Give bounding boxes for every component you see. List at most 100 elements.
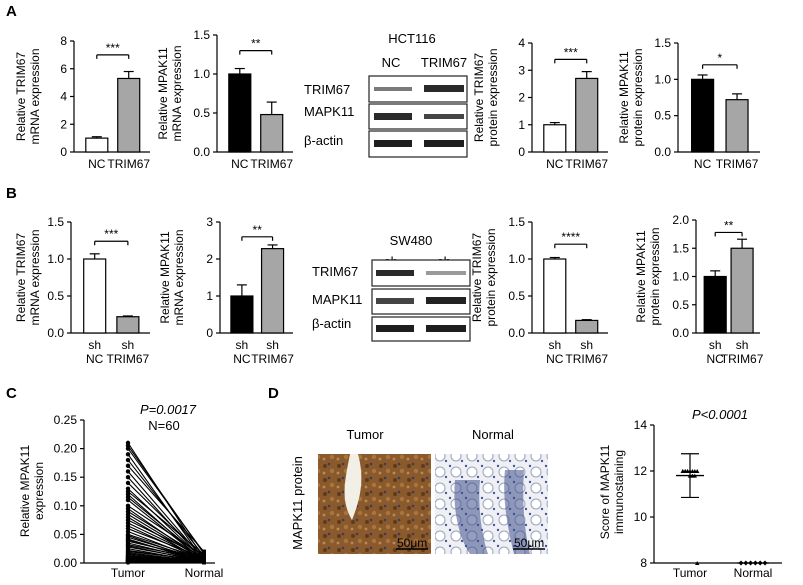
y-tick-label: 12: [634, 464, 648, 478]
bar: [730, 247, 754, 334]
data-point: [125, 560, 131, 565]
y-axis-label-line: Relative TRIM67: [14, 233, 28, 322]
blot-row-label: TRIM67: [312, 264, 358, 279]
data-point: [125, 475, 131, 480]
ihc-col-label: Normal: [472, 427, 514, 442]
data-point: [695, 561, 700, 565]
y-axis-label-line: expression: [32, 462, 46, 520]
x-tick-label: NC: [233, 352, 251, 366]
y-axis-label-line: Relative TRIM67: [470, 233, 484, 322]
y-axis-label-line: immunostaining: [612, 450, 626, 534]
y-axis-label: Relative TRIM67 protein expression: [470, 228, 498, 326]
significance-stars: ***: [104, 227, 118, 241]
y-axis-label-line: Relative MPAK11: [634, 230, 648, 323]
bar: [725, 99, 749, 153]
pair-line: [127, 540, 205, 559]
bar: [575, 77, 599, 153]
x-tick-label: sh: [580, 338, 593, 352]
data-point: [202, 550, 206, 555]
y-tick-label: 0.5: [672, 298, 689, 312]
significance-stars: **: [251, 37, 261, 51]
y-tick-label: 1: [206, 289, 213, 303]
bar: [83, 258, 107, 334]
panel-label-d: D: [268, 385, 279, 402]
y-axis-label-line: mRNA expression: [172, 229, 186, 325]
ihc-normal-image: [435, 454, 548, 554]
y-axis-label-line: Relative MPAK11: [156, 47, 170, 140]
y-axis-label: Relative TRIM67 mRNA expression: [14, 229, 42, 325]
y-axis-label-line: mRNA expression: [170, 45, 184, 141]
x-tick-label: TRIM67: [721, 352, 764, 366]
y-tick-label: 0.0: [672, 326, 689, 340]
data-point: [695, 469, 700, 473]
pair-line: [127, 465, 205, 552]
data-point: [125, 463, 131, 468]
blot-title: SW480: [390, 233, 433, 248]
y-tick-label: 0.5: [508, 289, 525, 303]
x-tick-label: NC: [86, 352, 104, 366]
y-axis-label-line: mRNA expression: [28, 229, 42, 325]
x-tick-label: TRIM67: [251, 352, 294, 366]
y-tick-label: 2.0: [672, 213, 689, 227]
ihc-normal-crypt: [454, 480, 488, 554]
pair-line: [127, 505, 205, 557]
x-tick-label: NC: [231, 157, 249, 171]
y-tick-label: 0.20: [54, 442, 78, 456]
x-tick-label: NC: [546, 157, 564, 171]
y-tick-label: 1.5: [672, 241, 689, 255]
pair-line: [127, 557, 205, 562]
blot-row-label: β-actin: [312, 316, 351, 331]
pair-line: [127, 528, 205, 559]
y-tick-label: 0.15: [54, 470, 78, 484]
significance-stars: **: [253, 223, 263, 237]
x-tick-label: TRIM67: [107, 352, 150, 366]
bar: [117, 77, 141, 153]
y-tick-label: 2: [518, 91, 525, 105]
p-value: P<0.0001: [692, 407, 748, 422]
blot-band: [376, 270, 414, 276]
y-tick-label: 1.0: [672, 270, 689, 284]
y-axis-label-line: Relative MPAK11: [617, 51, 631, 144]
ihc-ylabel: MAPK11 protein: [290, 456, 305, 550]
y-axis-label-line: protein expression: [486, 48, 500, 146]
y-tick-label: 4: [518, 36, 525, 50]
bar: [575, 319, 599, 334]
y-axis-label-line: Relative TRIM67: [472, 53, 486, 142]
pair-line: [127, 482, 205, 558]
y-tick-label: 0.0: [47, 326, 64, 340]
y-axis-label-line: Score of MAPK11: [598, 444, 612, 539]
blot-hct116: HCT116 NC TRIM67 TRIM67 MAPK11 β-actin: [304, 31, 468, 158]
y-tick-label: 0.00: [54, 556, 78, 570]
scale-bar-label: 50μm: [514, 536, 544, 550]
panel-label-b: B: [6, 185, 17, 202]
y-tick-label: 6: [60, 62, 67, 76]
blot-band: [424, 114, 464, 119]
blot-band: [374, 87, 412, 91]
panel-label-c: C: [6, 385, 17, 402]
y-axis-label: Score of MAPK11 immunostaining: [598, 444, 626, 539]
y-tick-label: 0: [206, 326, 213, 340]
ihc-tumor-lumen: [344, 454, 362, 520]
pair-line: [127, 551, 205, 561]
y-tick-label: 0.5: [47, 289, 64, 303]
blot-row-label: TRIM67: [304, 82, 350, 97]
y-tick-label: 3: [518, 63, 525, 77]
y-axis-label: Relative MPAK11 mRNA expression: [156, 45, 184, 141]
x-tick-label: NC: [694, 157, 712, 171]
x-tick-label: sh: [548, 338, 561, 352]
y-axis-label: Relative MPAK11 protein expression: [634, 227, 662, 325]
y-tick-label: 3: [206, 215, 213, 229]
x-tick-label: NC: [707, 352, 725, 366]
y-tick-label: 1.5: [508, 215, 525, 229]
y-tick-label: 8: [60, 34, 67, 48]
data-point: [125, 480, 131, 486]
x-tick-label: TRIM67: [565, 352, 608, 366]
y-tick-label: 1.5: [193, 28, 210, 42]
x-tick-label: TRIM67: [716, 157, 759, 171]
pair-line: [127, 519, 205, 558]
x-tick-label: Normal: [734, 566, 773, 580]
x-tick-label: NC: [546, 352, 564, 366]
x-tick-label: sh: [709, 338, 722, 352]
y-tick-label: 1.0: [193, 67, 210, 81]
